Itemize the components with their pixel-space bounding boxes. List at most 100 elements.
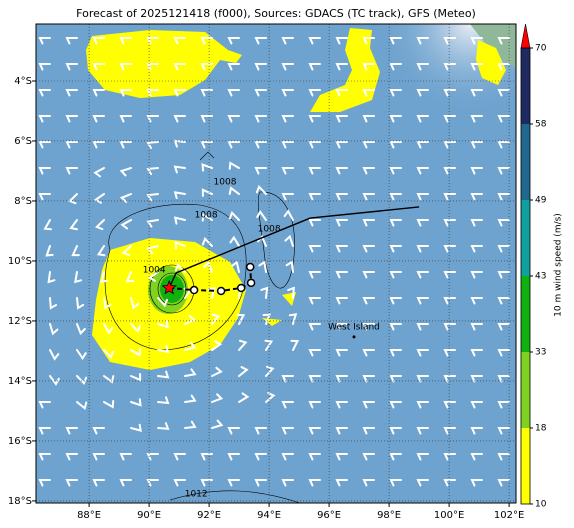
wind-barb — [389, 427, 402, 435]
wind-barb — [497, 401, 510, 409]
wind-barb — [389, 401, 402, 409]
wind-barb — [49, 349, 60, 361]
wind-barb — [173, 63, 186, 71]
wind-barb — [389, 115, 402, 123]
wind-barb — [65, 427, 78, 435]
wind-barb — [207, 286, 216, 299]
wind-barb — [497, 297, 510, 305]
wind-barb — [362, 89, 375, 97]
wind-barb — [362, 245, 375, 253]
wind-barb — [92, 89, 105, 97]
wind-barb — [173, 89, 186, 97]
wind-barb — [146, 167, 159, 176]
wind-barb — [173, 191, 186, 200]
wind-barb — [389, 37, 402, 45]
wind-barb — [497, 37, 510, 45]
wind-barb — [308, 375, 321, 383]
wind-barb — [470, 479, 483, 487]
wind-barb — [265, 391, 276, 403]
wind-barb — [146, 115, 159, 123]
wind-barb — [146, 193, 159, 202]
wind-barb — [130, 297, 140, 310]
wind-barb — [173, 479, 186, 487]
wind-barb — [227, 141, 240, 149]
wind-barb — [119, 453, 132, 461]
wind-barb — [443, 245, 456, 253]
wind-barb — [308, 167, 321, 175]
wind-barb — [119, 141, 132, 149]
plot-frame — [35, 23, 517, 504]
wind-barb — [200, 37, 213, 45]
wind-barb — [130, 372, 142, 382]
wind-barb — [470, 245, 483, 253]
wind-barb — [65, 63, 78, 71]
x-tick-label: 102°E — [494, 510, 524, 521]
wind-barb — [49, 297, 58, 310]
wind-barb — [335, 323, 348, 331]
wind-barb — [308, 63, 321, 71]
isobar-label: 1008 — [258, 224, 281, 234]
wind-barb — [281, 401, 294, 409]
x-tick-label: 92°E — [197, 510, 221, 521]
wind-barb — [470, 453, 483, 461]
wind-barb — [308, 479, 321, 487]
wind-barb — [254, 453, 267, 461]
wind-barb — [362, 401, 375, 409]
wind-barb — [146, 479, 159, 487]
wind-barb — [281, 479, 294, 487]
wind-barb — [228, 161, 240, 170]
wind-barb — [146, 89, 159, 97]
wind-barb — [308, 453, 321, 461]
wind-barb — [497, 271, 510, 279]
wind-barb — [362, 193, 375, 201]
wind-barb — [308, 245, 321, 253]
wind-barb — [76, 297, 85, 310]
wind-barb — [254, 479, 267, 487]
wind-barb — [308, 401, 321, 409]
wind-barb — [335, 349, 348, 357]
wind-barb — [38, 167, 51, 175]
wind-barb — [497, 193, 510, 201]
wind-barb — [443, 323, 456, 331]
wind-barb — [416, 323, 429, 331]
colorbar-tick-label: 49 — [535, 196, 547, 206]
wind-barb — [470, 115, 483, 123]
wind-barb — [238, 339, 248, 351]
wind-barb — [443, 271, 456, 279]
wind-barb — [416, 89, 429, 97]
wind-barb — [389, 453, 402, 461]
wind-barb — [308, 219, 321, 227]
wind-barb — [416, 453, 429, 461]
track-point — [189, 285, 199, 295]
wind-barb — [65, 37, 78, 45]
wind-barb — [119, 193, 132, 203]
wind-barb — [157, 422, 170, 430]
isobar-label: 1012 — [185, 490, 208, 500]
wind-barb — [389, 375, 402, 383]
wind-barb — [74, 271, 83, 284]
wind-barb — [65, 453, 78, 461]
wind-barb — [389, 193, 402, 201]
wind-barb — [125, 271, 135, 283]
wind-barb — [201, 163, 213, 172]
wind-barb — [308, 141, 321, 149]
wind-barb — [157, 320, 169, 329]
wind-barb — [470, 271, 483, 279]
wind-barb — [38, 479, 51, 487]
wind-barb — [443, 349, 456, 357]
wind-barb — [119, 167, 132, 177]
wind-barb — [308, 349, 321, 357]
wind-barb — [254, 115, 267, 123]
wind-barb — [362, 271, 375, 279]
wind-barb — [470, 141, 483, 149]
wind-barb — [264, 339, 274, 351]
wind-barb — [335, 297, 348, 305]
wind-barb — [38, 63, 51, 71]
wind-barb — [76, 375, 88, 386]
wind-barb — [389, 349, 402, 357]
wind-barb — [38, 401, 51, 409]
wind-barb — [443, 89, 456, 97]
wind-barb — [362, 453, 375, 461]
wind-barb — [76, 349, 87, 361]
wind-barb — [256, 209, 267, 221]
